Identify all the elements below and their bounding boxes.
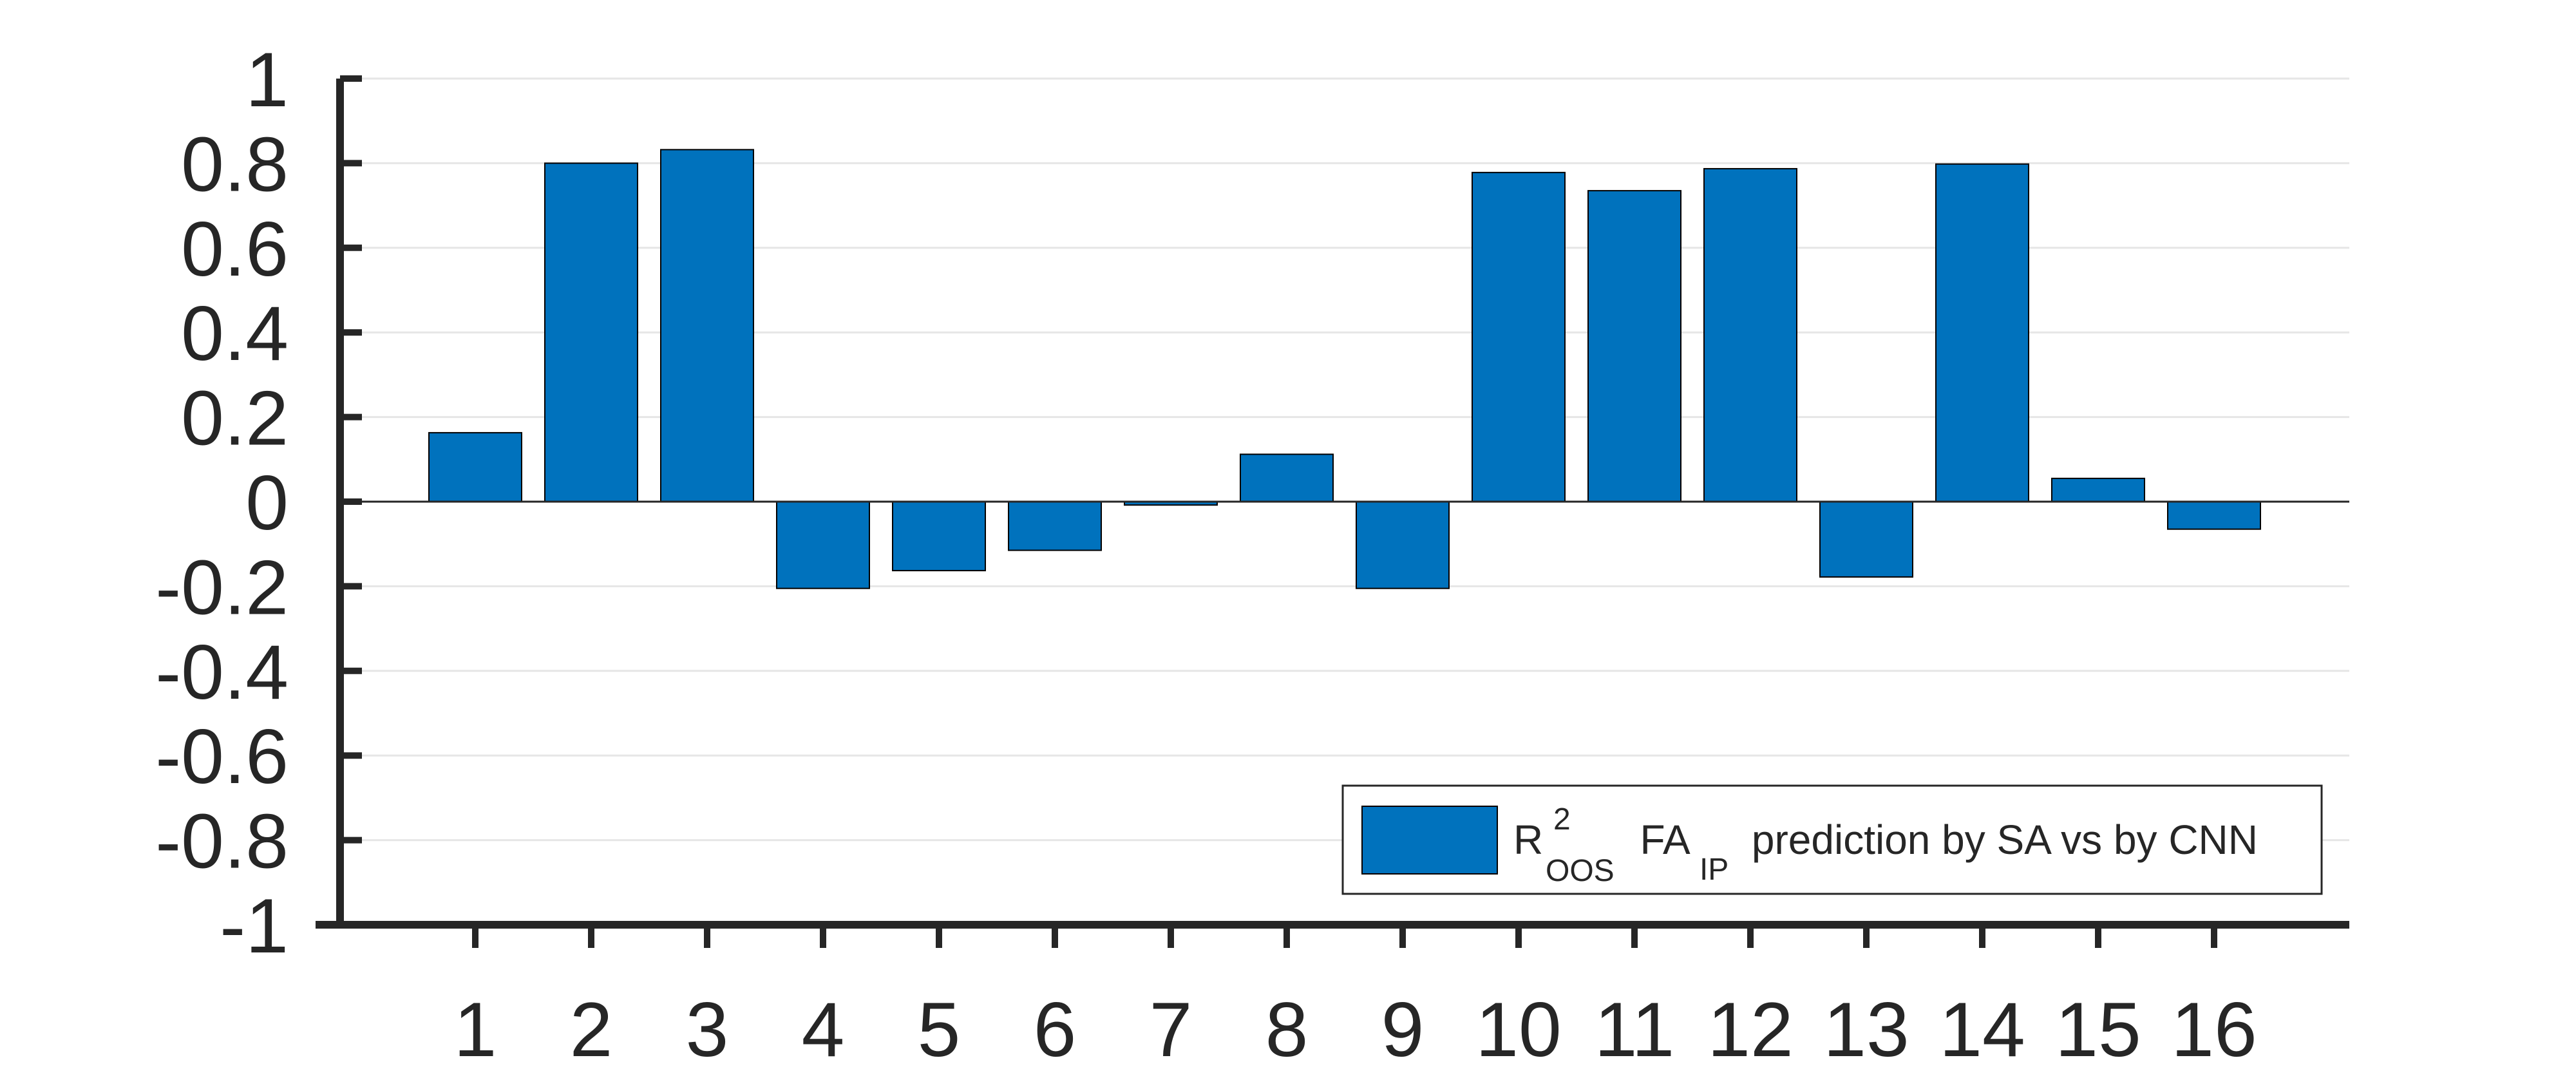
- legend-r-subscript: OOS: [1546, 854, 1615, 888]
- y-tick-label-4: -0.2: [155, 544, 289, 630]
- bar-8: [1240, 453, 1334, 503]
- x-tick-label-8: 8: [1265, 987, 1309, 1069]
- y-tick-label-8: 0.6: [181, 206, 289, 292]
- bar-3: [660, 149, 754, 503]
- bar-9: [1356, 501, 1450, 589]
- legend-fa: FA: [1640, 817, 1690, 863]
- x-tick-label-4: 4: [802, 987, 845, 1069]
- legend-box: [1341, 784, 2323, 895]
- y-tick-label-3: -0.4: [155, 629, 289, 715]
- legend-fa-subscript: IP: [1700, 853, 1728, 887]
- bar-12: [1703, 167, 1797, 503]
- x-tick-label-10: 10: [1475, 987, 1561, 1069]
- bar-5: [892, 501, 986, 572]
- x-tick-label-12: 12: [1707, 987, 1793, 1069]
- x-tick-label-5: 5: [918, 987, 961, 1069]
- y-tick-labels: -1-0.8-0.6-0.4-0.200.20.40.60.81: [155, 37, 362, 969]
- y-tick-label-10: 1: [245, 37, 289, 123]
- bar-2: [544, 162, 638, 502]
- x-tick-labels: 1 2 3 4 5 6 7 8 9 10 11 12 13 14 15 16: [454, 925, 2257, 1069]
- bar-14: [1935, 163, 2029, 503]
- x-tick-label-3: 3: [686, 987, 729, 1069]
- legend-r: R: [1513, 817, 1543, 863]
- x-tick-label-13: 13: [1823, 987, 1909, 1069]
- legend-rest: prediction by SA vs by CNN: [1740, 817, 2258, 863]
- x-tick-label-1: 1: [454, 987, 497, 1069]
- x-tick-label-2: 2: [570, 987, 613, 1069]
- x-tick-label-11: 11: [1595, 987, 1675, 1069]
- x-tick-label-15: 15: [2055, 987, 2141, 1069]
- x-tick-label-14: 14: [1939, 987, 2025, 1069]
- bars: [428, 149, 2261, 589]
- y-tick-label-5: 0: [245, 460, 289, 546]
- bar-10: [1472, 171, 1566, 502]
- bar-13: [1819, 501, 1913, 578]
- x-tick-label-16: 16: [2171, 987, 2257, 1069]
- x-tick-label-6: 6: [1034, 987, 1077, 1069]
- y-tick-label-2: -0.6: [155, 714, 289, 800]
- y-tick-label-6: 0.2: [181, 375, 289, 462]
- y-tick-label-9: 0.8: [181, 121, 289, 207]
- x-tick-label-9: 9: [1381, 987, 1425, 1069]
- y-tick-label-7: 0.4: [181, 290, 289, 377]
- legend: R 2 OOS FA IP prediction by SA vs by CNN: [1341, 784, 2323, 895]
- y-tick-label-1: -0.8: [155, 799, 289, 885]
- x-tick-label-7: 7: [1150, 987, 1193, 1069]
- bar-1: [428, 431, 522, 502]
- bar-11: [1587, 190, 1681, 502]
- legend-r-superscript: 2: [1553, 802, 1571, 837]
- bar-15: [2051, 477, 2145, 502]
- bar-4: [776, 501, 870, 589]
- y-tick-label-0: -1: [220, 883, 289, 969]
- bar-16: [2167, 501, 2261, 530]
- legend-swatch: [1361, 806, 1498, 875]
- bar-6: [1008, 501, 1102, 551]
- legend-label: R 2 OOS FA IP prediction by SA vs by CNN: [1513, 792, 2258, 890]
